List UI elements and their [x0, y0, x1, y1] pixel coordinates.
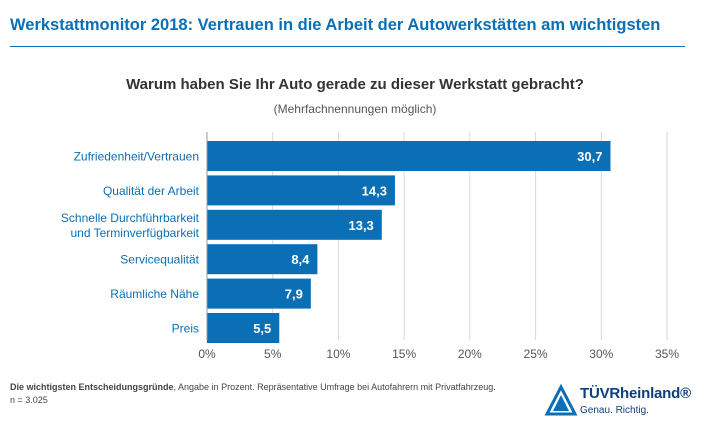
category-label-line: Preis	[172, 322, 199, 336]
x-tick-label: 30%	[589, 347, 613, 361]
bar-value-label: 7,9	[285, 287, 303, 302]
x-tick-label: 35%	[655, 347, 679, 361]
logo-wordmark: TÜVRheinland®	[580, 385, 691, 402]
page-title: Werkstattmonitor 2018: Vertrauen in die …	[10, 16, 661, 34]
x-tick-label: 0%	[198, 347, 216, 361]
x-tick-label: 15%	[392, 347, 416, 361]
x-tick-label: 10%	[326, 347, 350, 361]
category-label: Zufriedenheit/Vertrauen	[74, 150, 199, 164]
bar	[207, 209, 382, 240]
bar-value-label: 14,3	[362, 183, 387, 198]
category-label: Räumliche Nähe	[110, 287, 199, 301]
category-label: Preis	[172, 322, 199, 336]
category-label-line: Qualität der Arbeit	[103, 184, 200, 198]
x-tick-label: 5%	[264, 347, 282, 361]
category-label: Servicequalität	[120, 253, 199, 267]
bar-value-label: 30,7	[577, 149, 602, 164]
tuv-rheinland-logo: TÜVRheinland® Genau. Richtig.	[544, 382, 694, 422]
bar	[207, 244, 318, 275]
footnote-bold: Die wichtigsten Entscheidungsgründe	[10, 382, 174, 392]
bar	[207, 313, 280, 343]
bar	[207, 278, 311, 309]
category-label-line: Zufriedenheit/Vertrauen	[74, 150, 199, 164]
x-tick-label: 20%	[458, 347, 482, 361]
chart-subtitle: (Mehrfachnennungen möglich)	[273, 102, 437, 116]
x-tick-label: 25%	[524, 347, 548, 361]
bar	[207, 141, 611, 171]
chart-title: Warum haben Sie Ihr Auto gerade zu diese…	[126, 76, 584, 93]
bar-value-label: 8,4	[291, 252, 310, 267]
header-divider	[10, 46, 685, 47]
category-label: Schnelle Durchführbarkeit und Terminverfü…	[61, 211, 200, 240]
category-label-line: und Terminverfügbarkeit	[70, 226, 199, 240]
sample-size: n = 3.025	[10, 395, 48, 405]
footnote: Die wichtigsten Entscheidungsgründe, Ang…	[10, 381, 496, 407]
category-label-line: Servicequalität	[120, 253, 199, 267]
category-label: Qualität der Arbeit	[103, 184, 200, 198]
category-label-line: Räumliche Nähe	[110, 287, 199, 301]
logo-tagline: Genau. Richtig.	[580, 405, 649, 416]
bar-value-label: 13,3	[348, 218, 373, 233]
category-label-line: Schnelle Durchführbarkeit	[61, 211, 200, 225]
footnote-text: , Angabe in Prozent. Repräsentative Umfr…	[173, 382, 496, 392]
triangle-logo-icon	[544, 384, 578, 416]
bar	[207, 175, 395, 206]
bar-value-label: 5,5	[253, 321, 271, 336]
